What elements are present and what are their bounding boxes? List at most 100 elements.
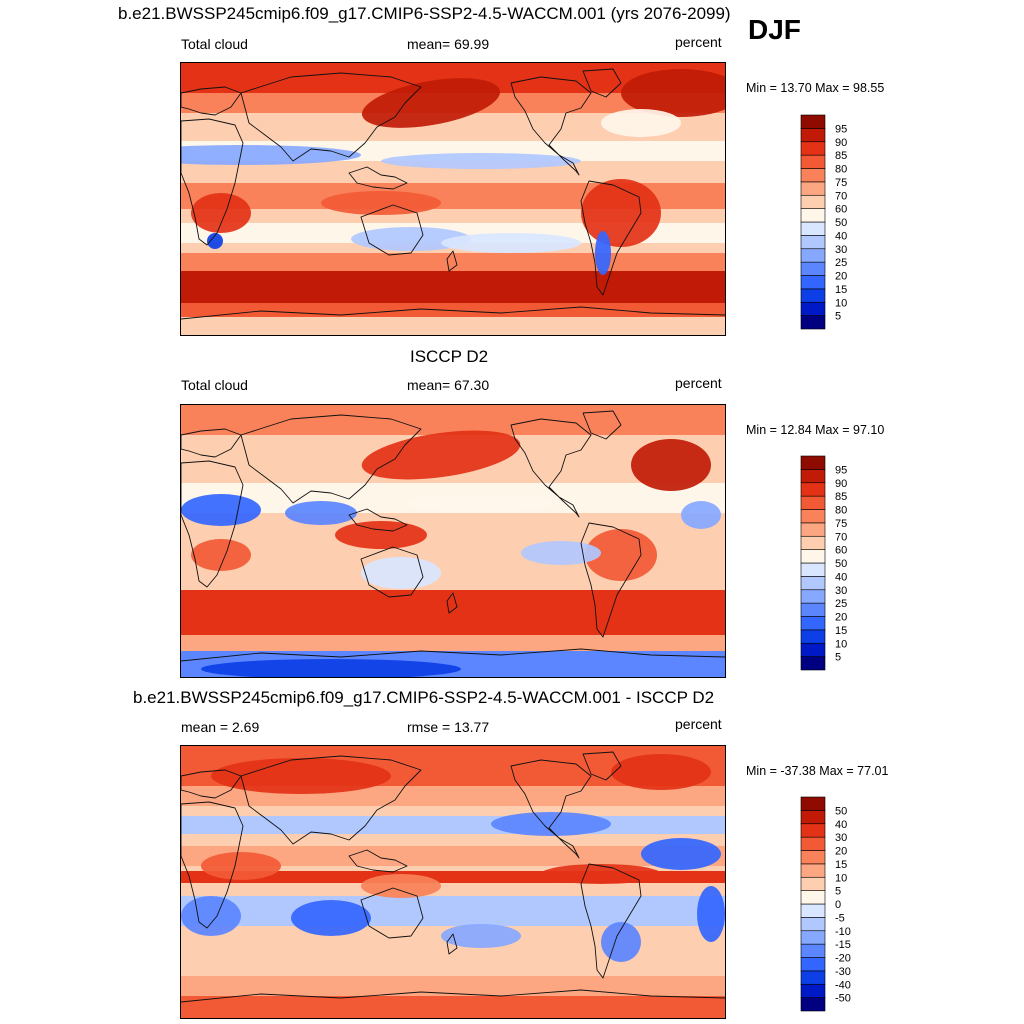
field-contour bbox=[441, 924, 521, 948]
colorbar-swatch bbox=[800, 208, 826, 223]
colorbar-tick-label: -30 bbox=[835, 966, 851, 978]
colorbar-swatch bbox=[800, 235, 826, 250]
colorbar-tick-label: 80 bbox=[835, 164, 847, 176]
coastline bbox=[360, 204, 424, 256]
coastline bbox=[181, 86, 242, 116]
colorbar-swatch bbox=[800, 154, 826, 169]
colorbar-swatch bbox=[800, 589, 826, 604]
coastline bbox=[181, 769, 242, 799]
coastline bbox=[582, 410, 622, 440]
coastline bbox=[348, 508, 408, 532]
colorbar-tick-label: 60 bbox=[835, 545, 847, 557]
field-contour bbox=[581, 179, 661, 247]
colorbar-swatch bbox=[800, 576, 826, 591]
colorbar-tick-label: -50 bbox=[835, 993, 851, 1005]
colorbar-tick-label: -10 bbox=[835, 926, 851, 938]
panel-1-min-max: Min = 13.70 Max = 98.55 bbox=[746, 81, 885, 95]
colorbar-swatch bbox=[800, 930, 826, 945]
field-contour bbox=[361, 874, 441, 898]
colorbar-tick-label: 0 bbox=[835, 899, 841, 911]
panel-2-colorbar: 5 10 15 20 25 30 40 50 60 70 75 80 85 90 95 bbox=[800, 455, 871, 671]
colorbar-swatch bbox=[800, 549, 826, 564]
field-band bbox=[181, 846, 725, 866]
panel-3-map bbox=[180, 745, 726, 1019]
colorbar-swatch bbox=[800, 221, 826, 236]
colorbar-swatch bbox=[800, 495, 826, 510]
colorbar-tick-label: 30 bbox=[835, 832, 847, 844]
field-band bbox=[181, 996, 725, 1018]
coastline bbox=[348, 166, 408, 190]
field-contour bbox=[291, 900, 371, 936]
colorbar-swatch bbox=[800, 629, 826, 644]
coastline bbox=[446, 933, 458, 955]
colorbar-tick-label: 85 bbox=[835, 150, 847, 162]
colorbar-tick-label: 15 bbox=[835, 859, 847, 871]
panel-2-units-label: percent bbox=[675, 375, 722, 391]
field-contour bbox=[641, 838, 721, 870]
colorbar-tick-label: -5 bbox=[835, 912, 845, 924]
panel-3-colorbar: -50 -40 -30 -20 -15 -10 -5 0 5 10 15 20 30 40 50 bbox=[800, 796, 871, 1012]
colorbar-swatch bbox=[800, 288, 826, 303]
colorbar-swatch bbox=[800, 114, 826, 129]
colorbar-swatch bbox=[800, 248, 826, 263]
panel-3-rmse-label: rmse = 13.77 bbox=[407, 719, 490, 735]
panel-1-mean-label: mean= 69.99 bbox=[407, 36, 490, 52]
coastline bbox=[181, 118, 244, 246]
colorbar-swatch bbox=[800, 850, 826, 865]
field-contour bbox=[335, 521, 427, 549]
colorbar-tick-label: 5 bbox=[835, 886, 841, 898]
coastline bbox=[580, 522, 642, 638]
coastline bbox=[240, 414, 422, 504]
coastline bbox=[181, 989, 725, 1003]
field-band bbox=[181, 896, 725, 926]
field-band bbox=[181, 976, 725, 996]
colorbar-tick-label: -15 bbox=[835, 939, 851, 951]
colorbar-swatch bbox=[800, 128, 826, 143]
field-contour bbox=[191, 193, 251, 233]
colorbar-swatch bbox=[800, 509, 826, 524]
colorbar-tick-label: 25 bbox=[835, 598, 847, 610]
coastline bbox=[510, 759, 592, 859]
field-band bbox=[181, 590, 725, 640]
field-band bbox=[181, 635, 725, 651]
coastline bbox=[181, 648, 725, 662]
panel-2-map bbox=[180, 404, 726, 678]
panel-2-min-max: Min = 12.84 Max = 97.10 bbox=[746, 423, 885, 437]
colorbar-swatch bbox=[800, 917, 826, 932]
field-band bbox=[181, 816, 725, 834]
colorbar-tick-label: 50 bbox=[835, 805, 847, 817]
colorbar-swatch bbox=[800, 796, 826, 811]
coastline bbox=[582, 68, 622, 98]
field-band bbox=[181, 253, 725, 273]
colorbar-swatch bbox=[800, 970, 826, 985]
colorbar-tick-label: 30 bbox=[835, 244, 847, 256]
field-contour bbox=[541, 864, 661, 884]
colorbar-swatch bbox=[800, 943, 826, 958]
field-contour bbox=[611, 754, 711, 790]
colorbar-tick-label: 90 bbox=[835, 478, 847, 490]
colorbar-swatch bbox=[800, 997, 826, 1012]
field-contour bbox=[491, 812, 611, 836]
colorbar-tick-label: 40 bbox=[835, 819, 847, 831]
colorbar-tick-label: 10 bbox=[835, 297, 847, 309]
field-contour bbox=[601, 109, 681, 137]
coastline bbox=[580, 863, 642, 979]
coastline bbox=[510, 418, 592, 518]
field-contour bbox=[321, 191, 441, 215]
colorbar-tick-label: 85 bbox=[835, 491, 847, 503]
colorbar-swatch bbox=[800, 181, 826, 196]
colorbar-swatch bbox=[800, 482, 826, 497]
colorbar-swatch bbox=[800, 194, 826, 209]
field-contour bbox=[381, 153, 581, 169]
colorbar-tick-label: 20 bbox=[835, 612, 847, 624]
field-contour bbox=[681, 501, 721, 529]
coastline bbox=[181, 460, 244, 588]
colorbar-tick-label: 20 bbox=[835, 271, 847, 283]
colorbar-swatch bbox=[800, 301, 826, 316]
colorbar-swatch bbox=[800, 275, 826, 290]
colorbar-tick-label: 70 bbox=[835, 190, 847, 202]
colorbar-tick-label: -20 bbox=[835, 953, 851, 965]
colorbar-tick-label: 75 bbox=[835, 177, 847, 189]
colorbar-tick-label: 80 bbox=[835, 505, 847, 517]
colorbar-tick-label: 95 bbox=[835, 123, 847, 135]
